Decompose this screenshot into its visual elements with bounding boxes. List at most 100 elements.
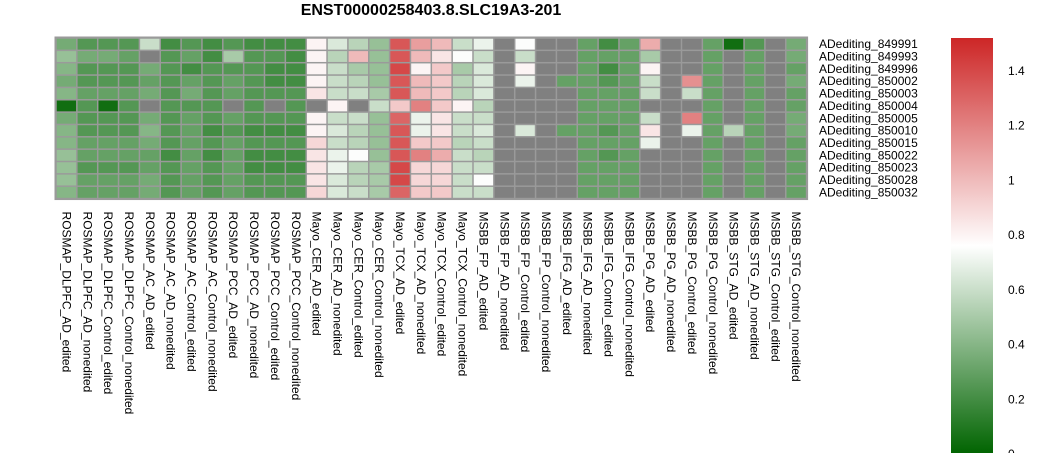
heatmap-cell (786, 63, 806, 75)
heatmap-cell (77, 149, 97, 161)
heatmap-cell (223, 137, 243, 149)
colorbar-ticks: 0 0.2 0.4 0.6 0.8 1 1.2 1.4 (1008, 64, 1025, 453)
heatmap-cell (765, 112, 785, 124)
heatmap-cell (682, 174, 702, 186)
heatmap-cell (327, 38, 348, 50)
heatmap-cell (244, 100, 264, 112)
heatmap-cell (682, 51, 702, 62)
heatmap-cell (327, 149, 348, 161)
heatmap-cell (682, 88, 702, 99)
heatmap-cell (140, 63, 160, 75)
heatmap-cell (286, 88, 306, 99)
heatmap-cell (306, 38, 327, 50)
heatmap-cell (557, 51, 577, 62)
heatmap-cell (181, 51, 202, 62)
heatmap-cell (348, 174, 368, 186)
heatmap-cell (598, 137, 619, 149)
heatmap-cell (744, 63, 765, 75)
heatmap-cell (77, 63, 97, 75)
column-label: MSBB_PG_AD_edited (643, 212, 657, 333)
heatmap-cell (77, 88, 97, 99)
heatmap-cell (390, 137, 410, 149)
heatmap-cell (661, 51, 681, 62)
heatmap-cell (390, 38, 410, 50)
heatmap-cell (119, 38, 139, 50)
heatmap-cell (578, 38, 598, 50)
heatmap-cell (181, 100, 202, 112)
heatmap-cell (181, 149, 202, 161)
heatmap-cell (578, 125, 598, 137)
column-label: ROSMAP_PCC_Control_edited (268, 212, 282, 381)
heatmap-cell (640, 63, 660, 75)
heatmap-cell (98, 162, 118, 174)
heatmap-cell (161, 125, 181, 137)
heatmap-cell (557, 100, 577, 112)
heatmap-cell (703, 174, 723, 186)
heatmap-cell (161, 149, 181, 161)
heatmap-cell (119, 174, 139, 186)
heatmap-cell (56, 174, 77, 186)
heatmap-cell (265, 186, 285, 198)
row-label: ADediting_849993 (819, 50, 918, 64)
heatmap-cell (598, 63, 619, 75)
heatmap-cell (161, 75, 181, 87)
heatmap-cell (98, 63, 118, 75)
heatmap-cell (140, 137, 160, 149)
heatmap-cell (306, 186, 327, 198)
heatmap-cell (703, 63, 723, 75)
heatmap-cell (473, 38, 494, 50)
heatmap-cell (619, 38, 640, 50)
column-label: Mayo_CER_Control_edited (351, 212, 365, 358)
heatmap-cell (703, 100, 723, 112)
heatmap-cell (306, 137, 327, 149)
heatmap-cell (119, 100, 139, 112)
heatmap-cell (140, 88, 160, 99)
heatmap-cell (786, 125, 806, 137)
heatmap-cell (119, 112, 139, 124)
heatmap-cell (661, 88, 681, 99)
column-label: MSBB_STG_AD_edited (727, 212, 741, 340)
heatmap-cell (56, 38, 77, 50)
heatmap-cell (473, 162, 494, 174)
row-label: ADediting_849996 (819, 62, 918, 76)
heatmap-cell (202, 162, 223, 174)
heatmap-cell (181, 125, 202, 137)
column-label: MSBB_IFG_AD_edited (560, 212, 574, 335)
heatmap-cell (390, 88, 410, 99)
heatmap-cell (286, 100, 306, 112)
heatmap-cell (619, 75, 640, 87)
heatmap-cell (598, 88, 619, 99)
heatmap-cell (265, 149, 285, 161)
heatmap-cell (432, 137, 452, 149)
heatmap-cell (348, 137, 368, 149)
heatmap-cell (786, 100, 806, 112)
heatmap-cell (432, 125, 452, 137)
heatmap-cell (202, 63, 223, 75)
heatmap-cell (494, 112, 514, 124)
heatmap-cell (77, 112, 97, 124)
heatmap-cell (202, 149, 223, 161)
heatmap-cell (578, 137, 598, 149)
heatmap-cell (411, 149, 431, 161)
heatmap-cell (723, 186, 744, 198)
heatmap-cell (432, 51, 452, 62)
heatmap-cell (598, 125, 619, 137)
heatmap-cell (265, 51, 285, 62)
heatmap-cell (265, 125, 285, 137)
heatmap-cell (640, 88, 660, 99)
heatmap-cell (140, 174, 160, 186)
heatmap-cell (119, 51, 139, 62)
heatmap-cell (348, 100, 368, 112)
heatmap-cell (536, 75, 556, 87)
heatmap-cell (77, 100, 97, 112)
heatmap-cell (390, 75, 410, 87)
heatmap-cell (703, 186, 723, 198)
column-label: MSBB_STG_AD_nonedited (747, 212, 761, 360)
heatmap-cell (744, 125, 765, 137)
heatmap-cell (181, 112, 202, 124)
heatmap-cell (98, 186, 118, 198)
column-label: ROSMAP_DLPFC_AD_edited (59, 212, 73, 373)
heatmap-cell (223, 51, 243, 62)
heatmap-cell (744, 38, 765, 50)
heatmap-cell (411, 162, 431, 174)
